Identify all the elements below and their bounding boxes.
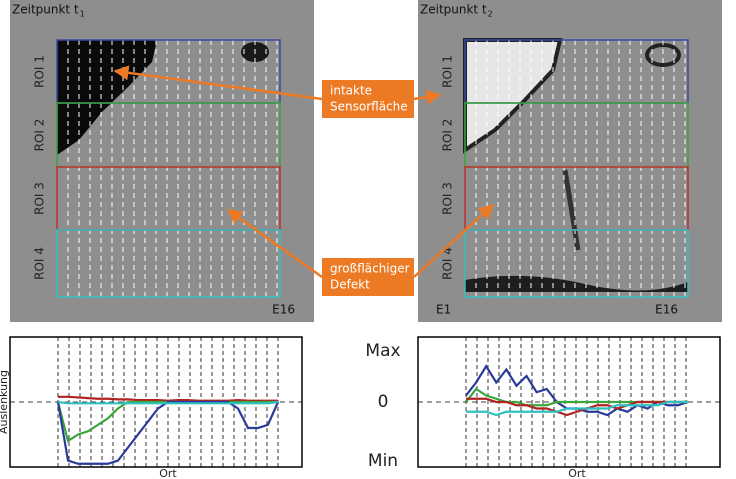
roi-box [56, 229, 281, 298]
y-tick-label: 0 [378, 392, 389, 412]
x-axis-label: Ort [568, 467, 586, 479]
callout-text: intakte [330, 84, 372, 98]
electrode-label: E16 [272, 303, 295, 317]
callout-box [322, 258, 414, 296]
panel-title: Zeitpunkt t [12, 3, 79, 17]
signal-line [58, 395, 278, 402]
panel-title-subscript: 2 [488, 10, 493, 19]
callout-arrow [113, 65, 323, 101]
roi-label: ROI 3 [33, 182, 47, 215]
callout-text: großflächiger [330, 262, 410, 276]
y-tick-label: Max [365, 341, 400, 361]
panel-title: Zeitpunkt t [420, 3, 487, 17]
electrode-label: E16 [655, 303, 678, 317]
signal-line [57, 400, 279, 405]
signal-line [466, 400, 688, 417]
signal-line [56, 400, 280, 465]
roi-label: ROI 2 [33, 119, 47, 152]
electrode-label: E1 [436, 303, 451, 317]
callout-box [322, 80, 414, 118]
callout-arrow [413, 203, 495, 278]
signal-line [466, 397, 688, 417]
sensor-image [10, 0, 314, 322]
callout-text: Sensorfläche [330, 100, 408, 114]
defect-band [465, 275, 688, 292]
roi-label: ROI 2 [441, 119, 455, 152]
roi-label: ROI 1 [441, 55, 455, 88]
defect-region [57, 40, 157, 155]
roi-label: ROI 1 [33, 55, 47, 88]
panel-title-subscript: 1 [80, 10, 85, 19]
roi-label: ROI 4 [33, 247, 47, 280]
x-axis-label: Ort [159, 467, 177, 479]
y-axis-label: Auslenkung [0, 370, 10, 434]
defect-trace [562, 169, 581, 251]
callout-arrow [413, 89, 442, 105]
callout-text: Defekt [330, 278, 370, 292]
roi-label: ROI 4 [441, 247, 455, 280]
y-tick-label: Min [368, 451, 398, 471]
roi-box [464, 229, 689, 298]
roi-label: ROI 3 [441, 182, 455, 215]
callout-arrow [226, 208, 323, 279]
